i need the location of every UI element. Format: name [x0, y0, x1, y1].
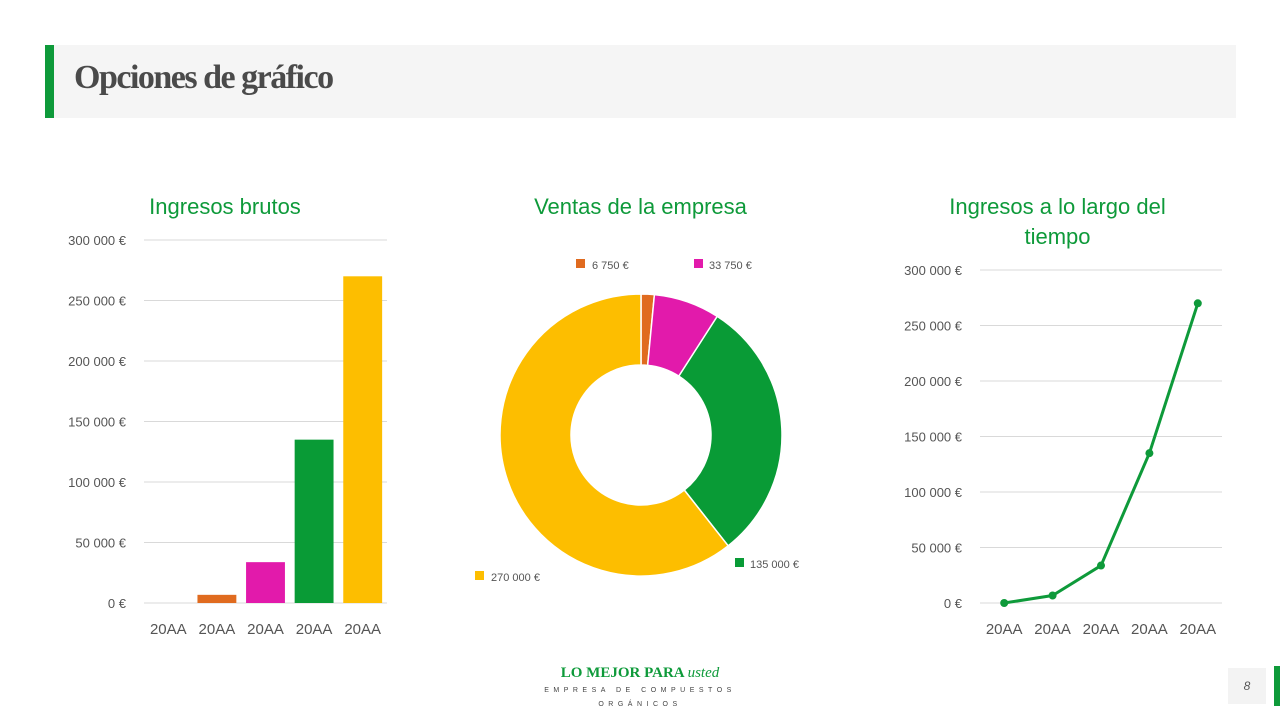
bar-xtick-label: 20AA — [344, 621, 381, 638]
brand-emphasis: usted — [687, 665, 720, 681]
line-chart-title: Ingresos a lo largo del tiempo — [949, 194, 1166, 249]
line-ytick-label: 150 000 € — [904, 430, 963, 445]
bar — [294, 439, 334, 603]
donut-data-label: 6 750 € — [592, 260, 629, 272]
line-point — [1097, 561, 1105, 570]
line-ytick-label: 200 000 € — [904, 374, 963, 389]
line-point — [1000, 599, 1009, 607]
line-xtick-label: 20AA — [1083, 621, 1120, 638]
donut-data-label: 135 000 € — [750, 559, 799, 571]
line-point — [1048, 591, 1057, 600]
bar — [246, 562, 285, 603]
bar-ytick-label: 50 000 € — [75, 536, 126, 551]
bar-ytick-label: 250 000 € — [68, 294, 127, 309]
line-ytick-label: 50 000 € — [911, 541, 962, 556]
donut-legend-swatch — [576, 259, 585, 268]
line-xtick-label: 20AA — [1179, 621, 1216, 638]
line-point — [1193, 299, 1202, 308]
bar-ytick-label: 200 000 € — [68, 354, 127, 369]
brand-name: LO MEJOR PARA usted — [540, 665, 740, 682]
brand-main: LO MEJOR PARA — [560, 665, 688, 681]
line-ytick-label: 0 € — [944, 596, 963, 611]
bar-xtick-label: 20AA — [199, 621, 236, 638]
title-accent-bar — [45, 45, 54, 118]
donut-slice — [677, 315, 783, 547]
line-xtick-label: 20AA — [986, 621, 1023, 638]
bar-ytick-label: 100 000 € — [68, 475, 127, 490]
page-accent-bar — [1274, 666, 1280, 706]
bar-xtick-label: 20AA — [296, 621, 333, 638]
donut-legend-swatch — [475, 571, 484, 580]
line-ytick-label: 300 000 € — [904, 263, 963, 278]
donut-data-label: 33 750 € — [709, 260, 752, 272]
line-xtick-label: 20AA — [1131, 621, 1168, 638]
page-title: Opciones de gráfico — [74, 59, 334, 96]
title-bar: Opciones de gráfico — [45, 45, 1236, 118]
bar-xtick-label: 20AA — [150, 621, 187, 638]
footer-brand: LO MEJOR PARA usted EMPRESA DE COMPUESTO… — [540, 665, 740, 712]
line-ytick-label: 250 000 € — [904, 319, 963, 334]
donut-chart-title: Ventas de la empresa — [534, 194, 747, 219]
line-series — [1003, 302, 1200, 605]
donut-legend-swatch — [735, 558, 744, 567]
bar-chart-title: Ingresos brutos — [149, 194, 301, 219]
line-point — [1145, 449, 1154, 458]
bar — [343, 276, 383, 603]
page-number: 8 — [1228, 668, 1266, 704]
line-ytick-label: 100 000 € — [904, 485, 963, 500]
bar-ytick-label: 0 € — [108, 596, 127, 611]
donut-data-label: 270 000 € — [491, 572, 540, 584]
bar-ytick-label: 300 000 € — [68, 233, 127, 248]
donut-slice — [499, 293, 730, 577]
bar-ytick-label: 150 000 € — [68, 415, 127, 430]
bar-xtick-label: 20AA — [247, 621, 284, 638]
donut-legend-swatch — [694, 259, 703, 268]
brand-tagline: EMPRESA DE COMPUESTOS ORGÁNICOS — [544, 687, 736, 708]
bar — [197, 594, 237, 603]
line-xtick-label: 20AA — [1034, 621, 1071, 638]
